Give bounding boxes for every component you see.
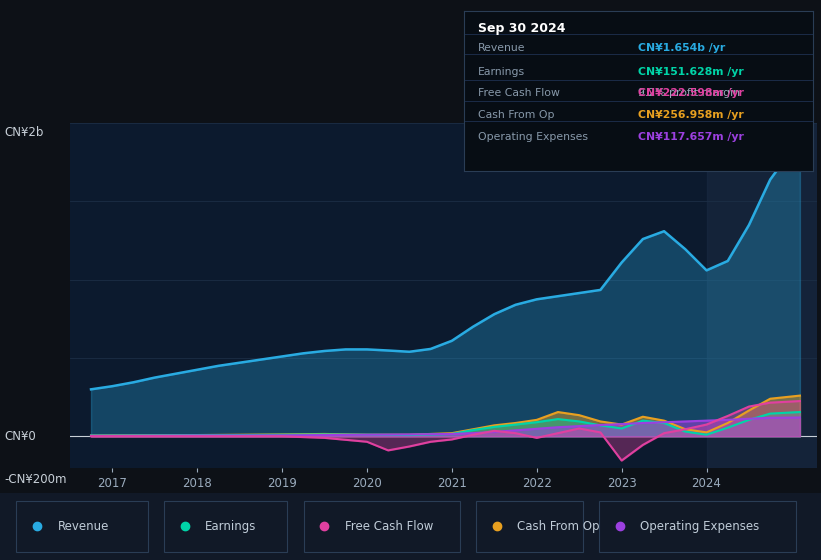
Text: Free Cash Flow: Free Cash Flow bbox=[478, 88, 560, 98]
Text: CN¥2b: CN¥2b bbox=[4, 126, 44, 139]
Text: CN¥256.958m /yr: CN¥256.958m /yr bbox=[639, 110, 744, 120]
Text: CN¥151.628m /yr: CN¥151.628m /yr bbox=[639, 67, 744, 77]
Text: Operating Expenses: Operating Expenses bbox=[640, 520, 759, 533]
Text: Sep 30 2024: Sep 30 2024 bbox=[478, 22, 566, 35]
Text: CN¥222.598m /yr: CN¥222.598m /yr bbox=[639, 88, 744, 98]
Text: Cash From Op: Cash From Op bbox=[517, 520, 599, 533]
Text: Earnings: Earnings bbox=[478, 67, 525, 77]
Text: Free Cash Flow: Free Cash Flow bbox=[345, 520, 433, 533]
Text: -CN¥200m: -CN¥200m bbox=[4, 473, 67, 486]
Text: Operating Expenses: Operating Expenses bbox=[478, 133, 588, 142]
Text: Cash From Op: Cash From Op bbox=[478, 110, 554, 120]
Text: Earnings: Earnings bbox=[205, 520, 257, 533]
Text: 9.2% profit margin: 9.2% profit margin bbox=[639, 88, 741, 98]
Text: CN¥0: CN¥0 bbox=[4, 430, 36, 443]
Text: Revenue: Revenue bbox=[57, 520, 109, 533]
Text: Revenue: Revenue bbox=[478, 43, 525, 53]
Bar bbox=[707, 123, 817, 468]
Text: CN¥1.654b /yr: CN¥1.654b /yr bbox=[639, 43, 726, 53]
Text: CN¥117.657m /yr: CN¥117.657m /yr bbox=[639, 133, 744, 142]
